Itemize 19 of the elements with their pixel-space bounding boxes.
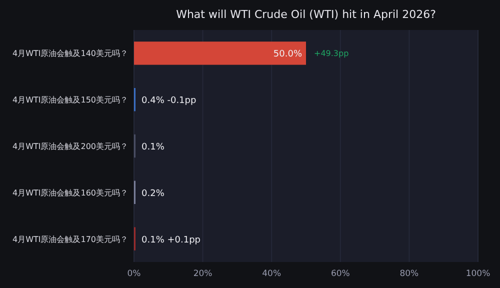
x-tick-label: 40% [262, 269, 282, 279]
annotation: +49.3pp [314, 49, 349, 58]
x-tick-label: 100% [466, 269, 490, 279]
data-label: 50.0% [273, 50, 302, 60]
y-tick-label: 4月WTI原油会触及200美元吗？ [12, 142, 128, 151]
x-tick-label: 0% [127, 269, 141, 279]
x-tick-label: 80% [400, 269, 419, 279]
x-tick-label: 20% [193, 269, 212, 279]
y-tick-label: 4月WTI原油会触及150美元吗？ [12, 96, 128, 105]
data-label: 0.1% +0.1pp [142, 235, 201, 246]
bar [134, 42, 306, 65]
data-label: 0.4% -0.1pp [142, 96, 196, 106]
data-label: 0.2% [142, 188, 165, 199]
data-label: 0.1% [142, 142, 165, 152]
y-tick-label: 4月WTI原油会触及160美元吗？ [12, 188, 128, 198]
x-tick-label: 60% [330, 269, 350, 279]
y-tick-label: 4月WTI原油会触及140美元吗？ [12, 49, 128, 58]
y-tick-label: 4月WTI原油会触及170美元吗？ [12, 234, 128, 244]
chart-title: What will WTI Crude Oil (WTI) hit in April 2026? [176, 8, 436, 21]
